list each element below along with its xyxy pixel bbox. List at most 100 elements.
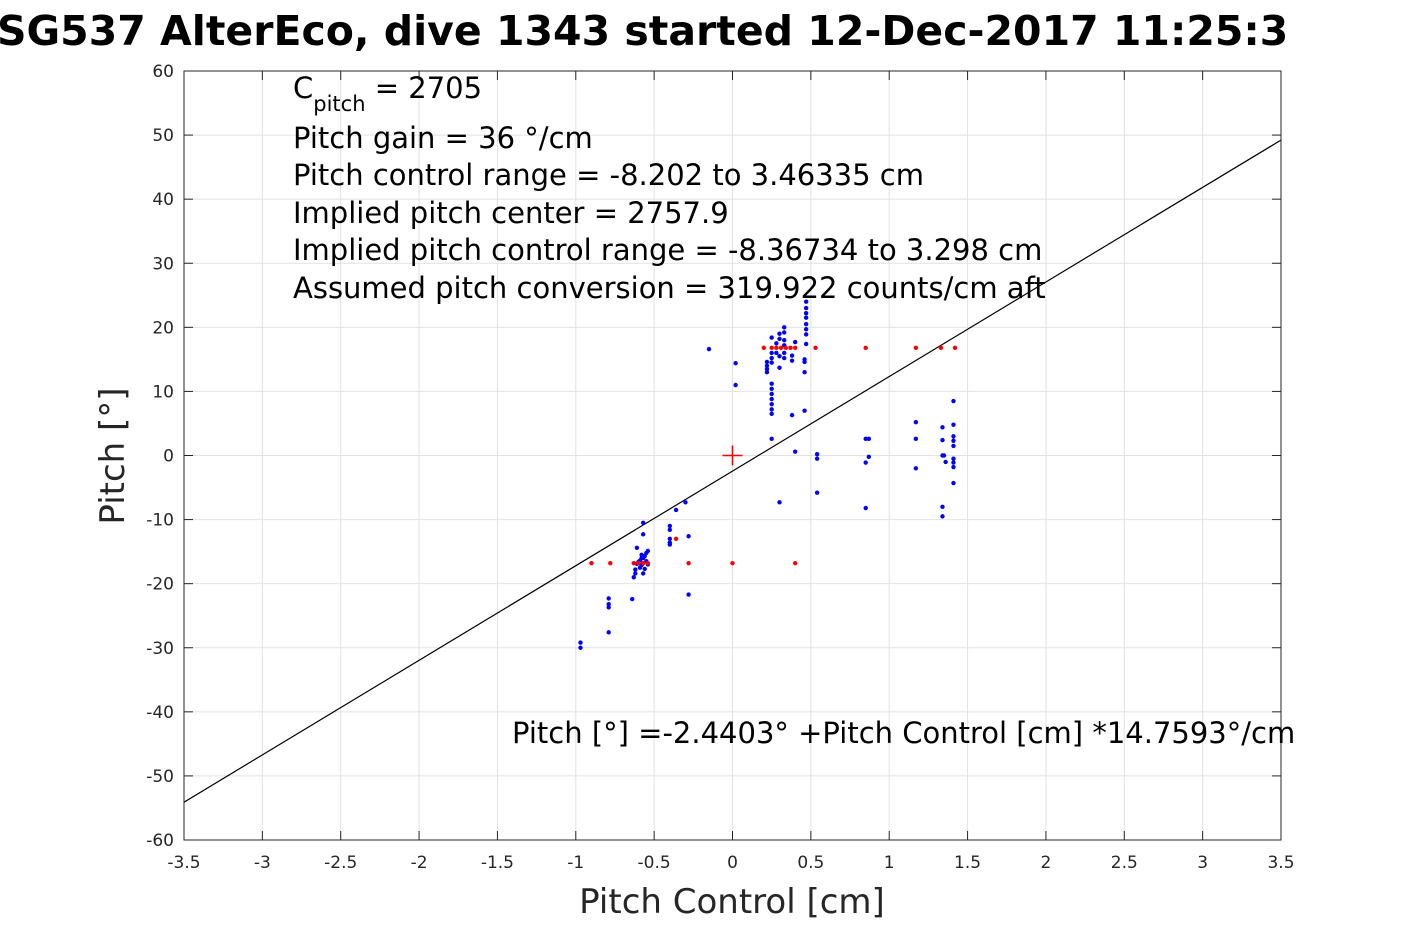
observed-point: [578, 640, 583, 645]
observed-point: [789, 412, 795, 418]
flagged-point: [589, 560, 594, 566]
observed-point: [769, 396, 774, 402]
observed-point: [789, 353, 795, 358]
flagged-point: [938, 345, 944, 351]
observed-point: [667, 527, 673, 533]
observed-point: [777, 331, 782, 336]
observed-point: [943, 459, 948, 465]
flagged-point: [645, 560, 651, 566]
y-tick-label: 30: [152, 254, 174, 274]
observed-point: [777, 365, 782, 370]
x-tick-label: 2: [1041, 853, 1052, 873]
observed-point: [667, 523, 673, 529]
flagged-point: [913, 345, 919, 351]
observed-point: [633, 567, 638, 572]
plot-frame: [183, 70, 1282, 841]
x-tick-label: 1: [884, 853, 895, 873]
observed-point: [633, 571, 638, 576]
x-tick-label: -2.5: [324, 853, 357, 873]
observed-point: [940, 425, 945, 430]
observed-point: [769, 355, 774, 361]
annotation-c-pitch: Cpitch = 2705: [293, 71, 482, 116]
data-points: [578, 299, 958, 650]
observed-point: [667, 542, 673, 547]
y-tick-label: 10: [152, 382, 174, 402]
x-axis-label: Pitch Control [cm]: [579, 882, 885, 922]
observed-point: [630, 596, 635, 602]
observed-point: [940, 514, 945, 519]
observed-point: [782, 337, 787, 343]
flagged-point: [686, 560, 691, 566]
observed-point: [863, 436, 868, 442]
observed-point: [764, 359, 770, 365]
observed-point: [866, 454, 872, 459]
observed-point: [951, 456, 956, 461]
observed-point: [777, 500, 782, 505]
observed-point: [683, 500, 688, 505]
observed-point: [951, 460, 956, 465]
observed-point: [777, 336, 782, 342]
flagged-point: [769, 345, 774, 351]
x-tick-label: 0.5: [797, 853, 824, 873]
observed-point: [803, 341, 809, 347]
x-tick-label: 2.5: [1111, 853, 1138, 873]
annotation-implied-pitch-center: Implied pitch center = 2757.9: [293, 196, 729, 230]
observed-point: [803, 315, 809, 320]
observed-point: [769, 391, 774, 397]
observed-point: [782, 350, 787, 356]
observed-point: [606, 596, 611, 601]
observed-point: [803, 332, 809, 337]
observed-point: [951, 438, 956, 443]
x-tick-label: 1.5: [954, 853, 981, 873]
observed-point: [814, 490, 820, 495]
observed-point: [769, 350, 774, 356]
observed-point: [640, 532, 646, 537]
observed-point: [792, 449, 798, 454]
observed-point: [769, 360, 774, 365]
flagged-point: [673, 536, 679, 542]
observed-point: [774, 341, 779, 346]
observed-point: [769, 436, 774, 442]
observed-point: [764, 369, 770, 375]
fit-line-layer: [184, 139, 1281, 803]
y-tick-label: -60: [146, 831, 174, 851]
observed-point: [913, 466, 919, 471]
x-tick-label: -3: [254, 853, 271, 873]
y-tick-label: 20: [152, 318, 174, 338]
observed-point: [764, 366, 770, 372]
observed-point: [951, 443, 956, 449]
observed-point: [782, 355, 787, 361]
observed-point: [673, 507, 679, 513]
observed-point: [913, 419, 919, 425]
x-tick-label: 3: [1197, 853, 1208, 873]
flagged-point: [788, 345, 793, 351]
y-tick-label: 50: [152, 126, 174, 146]
observed-point: [606, 601, 611, 607]
flagged-point: [636, 560, 641, 566]
observed-point: [706, 346, 712, 352]
observed-point: [803, 305, 809, 311]
observed-point: [863, 505, 868, 511]
y-tick-label: 60: [152, 62, 174, 82]
y-tick-label: -50: [146, 767, 174, 787]
plot-clip: [184, 139, 1281, 803]
observed-point: [634, 545, 640, 550]
observed-point: [640, 520, 646, 525]
observed-point: [940, 504, 945, 509]
flagged-point: [608, 560, 613, 566]
flagged-point: [778, 345, 784, 351]
c-pitch-value: = 2705: [366, 71, 483, 105]
observed-point: [951, 422, 956, 427]
observed-point: [686, 534, 691, 539]
flagged-point: [730, 560, 735, 566]
annotation-implied-pitch-control-range: Implied pitch control range = -8.36734 t…: [293, 233, 1042, 267]
observed-point: [640, 571, 646, 576]
flagged-point: [813, 345, 818, 351]
x-tick-label: -2: [411, 853, 428, 873]
observed-point: [769, 381, 774, 386]
observed-point: [940, 437, 945, 443]
fit-line: [184, 139, 1281, 803]
observed-point: [606, 630, 611, 635]
